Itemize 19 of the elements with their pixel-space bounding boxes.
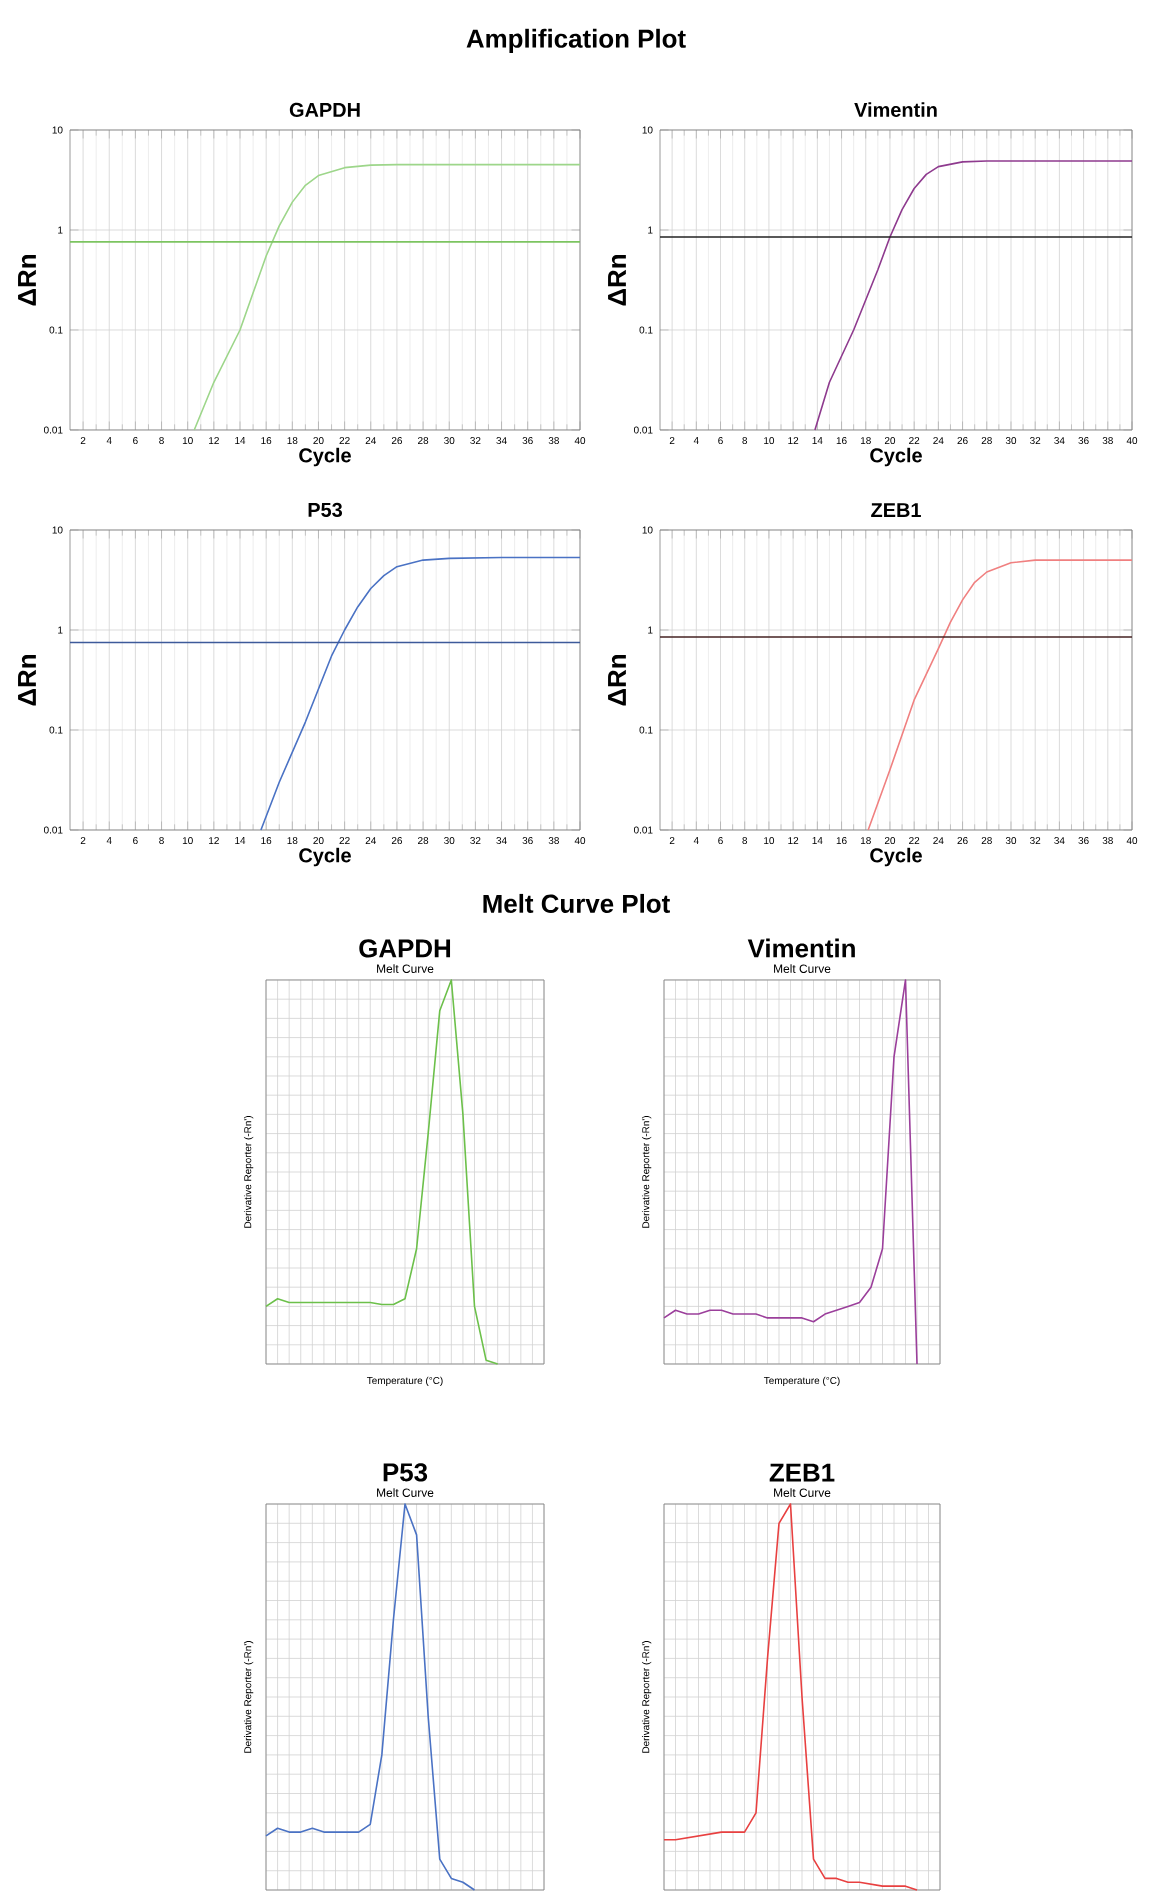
- y-axis-title: ΔRn: [608, 255, 626, 306]
- text: Amplification Plot: [466, 28, 686, 53]
- chart-title: GAPDH: [289, 102, 360, 117]
- chart-title: Vimentin: [747, 938, 855, 958]
- text: Melt Curve Plot: [483, 893, 670, 913]
- chart-title: ZEB1: [769, 1463, 835, 1482]
- chart-title: P53: [308, 502, 343, 517]
- x-axis-title: Cycle: [299, 447, 351, 467]
- chart-title: ZEB1: [871, 503, 921, 517]
- x-axis-title: Cycle: [299, 847, 351, 867]
- y-axis-title: ΔRn: [18, 655, 36, 706]
- y-axis-title: ΔRn: [18, 255, 36, 306]
- chart-title: GAPDH: [359, 939, 451, 958]
- x-axis-title: Cycle: [870, 447, 922, 467]
- x-axis-title: Cycle: [870, 847, 922, 867]
- line-series: [260, 556, 581, 831]
- chart-title: Vimentin: [854, 102, 937, 117]
- chart-title: P53: [383, 1463, 428, 1482]
- y-axis-title: ΔRn: [608, 655, 626, 706]
